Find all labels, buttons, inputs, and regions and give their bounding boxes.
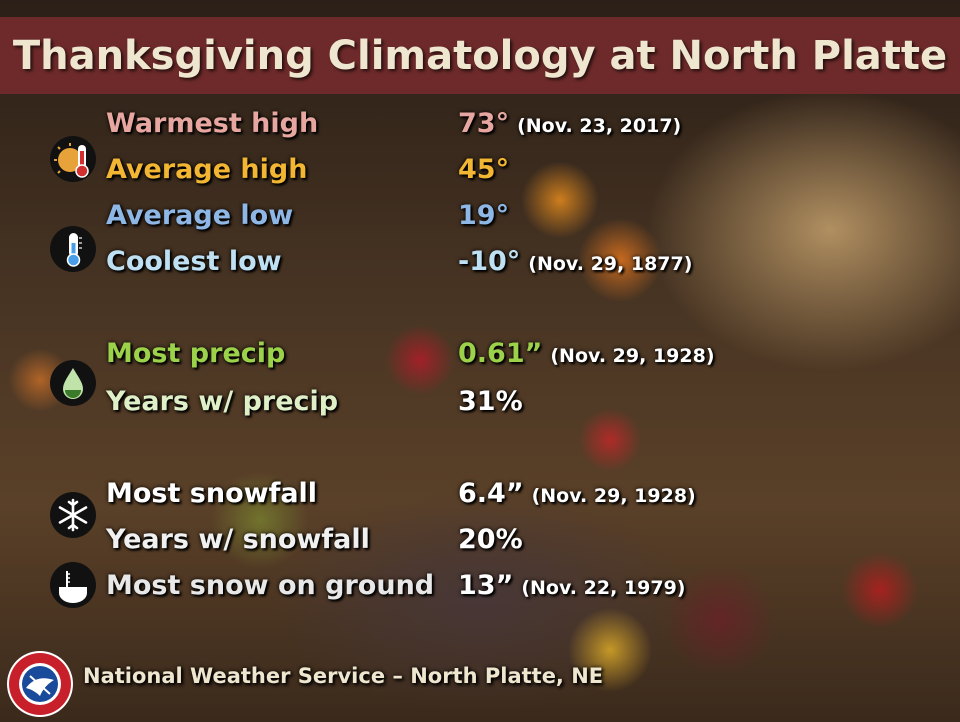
stat-date: (Nov. 22, 1979) xyxy=(521,577,686,599)
precipitation-drop-icon xyxy=(50,360,96,406)
stat-value: 73° xyxy=(458,108,510,139)
nws-logo xyxy=(6,650,74,718)
stat-date: (Nov. 29, 1928) xyxy=(550,345,715,367)
stat-date: (Nov. 29, 1877) xyxy=(528,253,693,275)
snowflake-icon xyxy=(50,492,96,538)
title-banner: Thanksgiving Climatology at North Platte xyxy=(0,17,960,94)
stat-date: (Nov. 29, 1928) xyxy=(531,485,696,507)
stat-value: 19° xyxy=(458,200,510,231)
stat-value: -10° xyxy=(458,246,521,277)
stat-row-warmest-high: Warmest high 73° (Nov. 23, 2017) xyxy=(106,108,946,152)
stat-row-average-low: Average low 19° xyxy=(106,200,946,244)
stat-value: 31% xyxy=(458,386,523,417)
stat-label: Coolest low xyxy=(106,246,282,277)
stat-row-years-snowfall: Years w/ snowfall 20% xyxy=(106,524,946,568)
footer-credit: National Weather Service – North Platte,… xyxy=(83,664,604,688)
temperature-high-icon xyxy=(50,136,96,182)
stat-value: 13” xyxy=(458,570,514,601)
stat-row-coolest-low: Coolest low -10° (Nov. 29, 1877) xyxy=(106,246,946,290)
stat-label: Most snow on ground xyxy=(106,570,435,601)
stat-row-average-high: Average high 45° xyxy=(106,154,946,198)
stat-label: Average low xyxy=(106,200,294,231)
stat-row-most-precip: Most precip 0.61” (Nov. 29, 1928) xyxy=(106,338,946,382)
stat-label: Warmest high xyxy=(106,108,319,139)
stat-value: 20% xyxy=(458,524,523,555)
snow-depth-icon xyxy=(50,562,96,608)
page-title: Thanksgiving Climatology at North Platte xyxy=(12,32,948,79)
stat-label: Years w/ snowfall xyxy=(106,524,370,555)
stat-row-most-snowfall: Most snowfall 6.4” (Nov. 29, 1928) xyxy=(106,478,946,522)
stat-label: Most snowfall xyxy=(106,478,318,509)
stat-row-years-precip: Years w/ precip 31% xyxy=(106,386,946,430)
stat-value: 45° xyxy=(458,154,510,185)
stat-row-snow-depth: Most snow on ground 13” (Nov. 22, 1979) xyxy=(106,570,946,614)
stat-value: 0.61” xyxy=(458,338,543,369)
stat-date: (Nov. 23, 2017) xyxy=(517,115,682,137)
stat-label: Average high xyxy=(106,154,308,185)
stat-label: Years w/ precip xyxy=(106,386,339,417)
stat-label: Most precip xyxy=(106,338,286,369)
thermometer-cold-icon xyxy=(50,226,96,272)
stat-value: 6.4” xyxy=(458,478,524,509)
